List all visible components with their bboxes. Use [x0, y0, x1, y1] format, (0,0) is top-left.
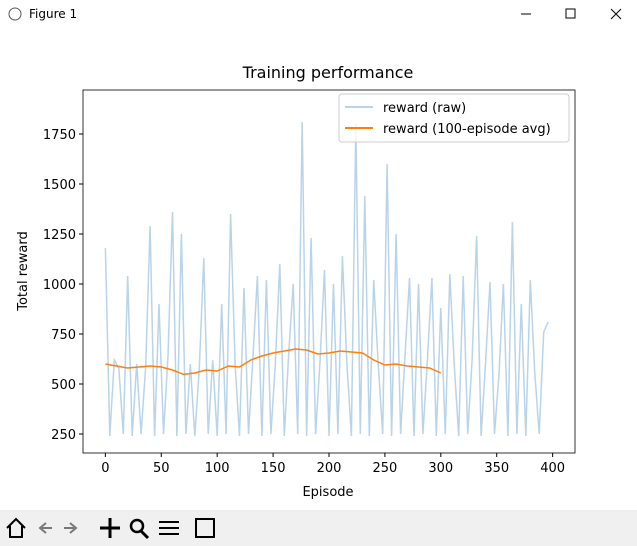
toolbar-icons [6, 517, 215, 540]
configure-button[interactable] [159, 521, 179, 535]
x-tick-label: 50 [153, 461, 170, 476]
close-button[interactable] [610, 8, 622, 20]
line-series [105, 348, 442, 376]
home-button[interactable] [6, 517, 26, 538]
back-button[interactable] [38, 522, 52, 534]
y-tick-label: 500 [51, 378, 76, 393]
x-tick-label: 300 [428, 461, 453, 476]
y-tick-label: 1500 [43, 178, 76, 193]
chart-title: Training performance [242, 63, 414, 82]
y-tick-label: 1750 [43, 128, 76, 143]
legend-label: reward (raw) [383, 101, 466, 116]
app-icon [8, 7, 22, 21]
x-tick-label: 0 [101, 461, 109, 476]
y-tick-label: 1250 [43, 228, 76, 243]
y-tick-label: 750 [51, 328, 76, 343]
x-tick-label: 250 [372, 461, 397, 476]
forward-button[interactable] [64, 522, 78, 534]
legend-box [338, 93, 570, 143]
zoom-handle [139, 529, 150, 540]
zoom-button[interactable] [129, 518, 145, 534]
chart: Training performance Episode Total rewar… [16, 63, 576, 500]
toolbar [0, 510, 637, 546]
legend-label: reward (100-episode avg) [383, 122, 551, 137]
y-tick-label: 250 [51, 428, 76, 443]
x-tick-label: 200 [317, 461, 342, 476]
x-tick-label: 350 [484, 461, 509, 476]
x-tick-label: 400 [540, 461, 565, 476]
y-tick-label: 1000 [43, 278, 76, 293]
x-tick-label: 100 [205, 461, 230, 476]
pan-button[interactable] [100, 518, 120, 538]
x-tick-label: 150 [261, 461, 286, 476]
title-bar-icons: Figure 1 [8, 7, 622, 21]
plot-area [82, 89, 576, 454]
save-button[interactable] [195, 518, 215, 538]
x-axis-label: Episode [302, 485, 353, 500]
window-title: Figure 1 [29, 7, 77, 21]
title-bar: Figure 1 [0, 0, 637, 28]
maximize-button[interactable] [565, 8, 576, 19]
y-axis-label: Total reward [16, 231, 31, 312]
